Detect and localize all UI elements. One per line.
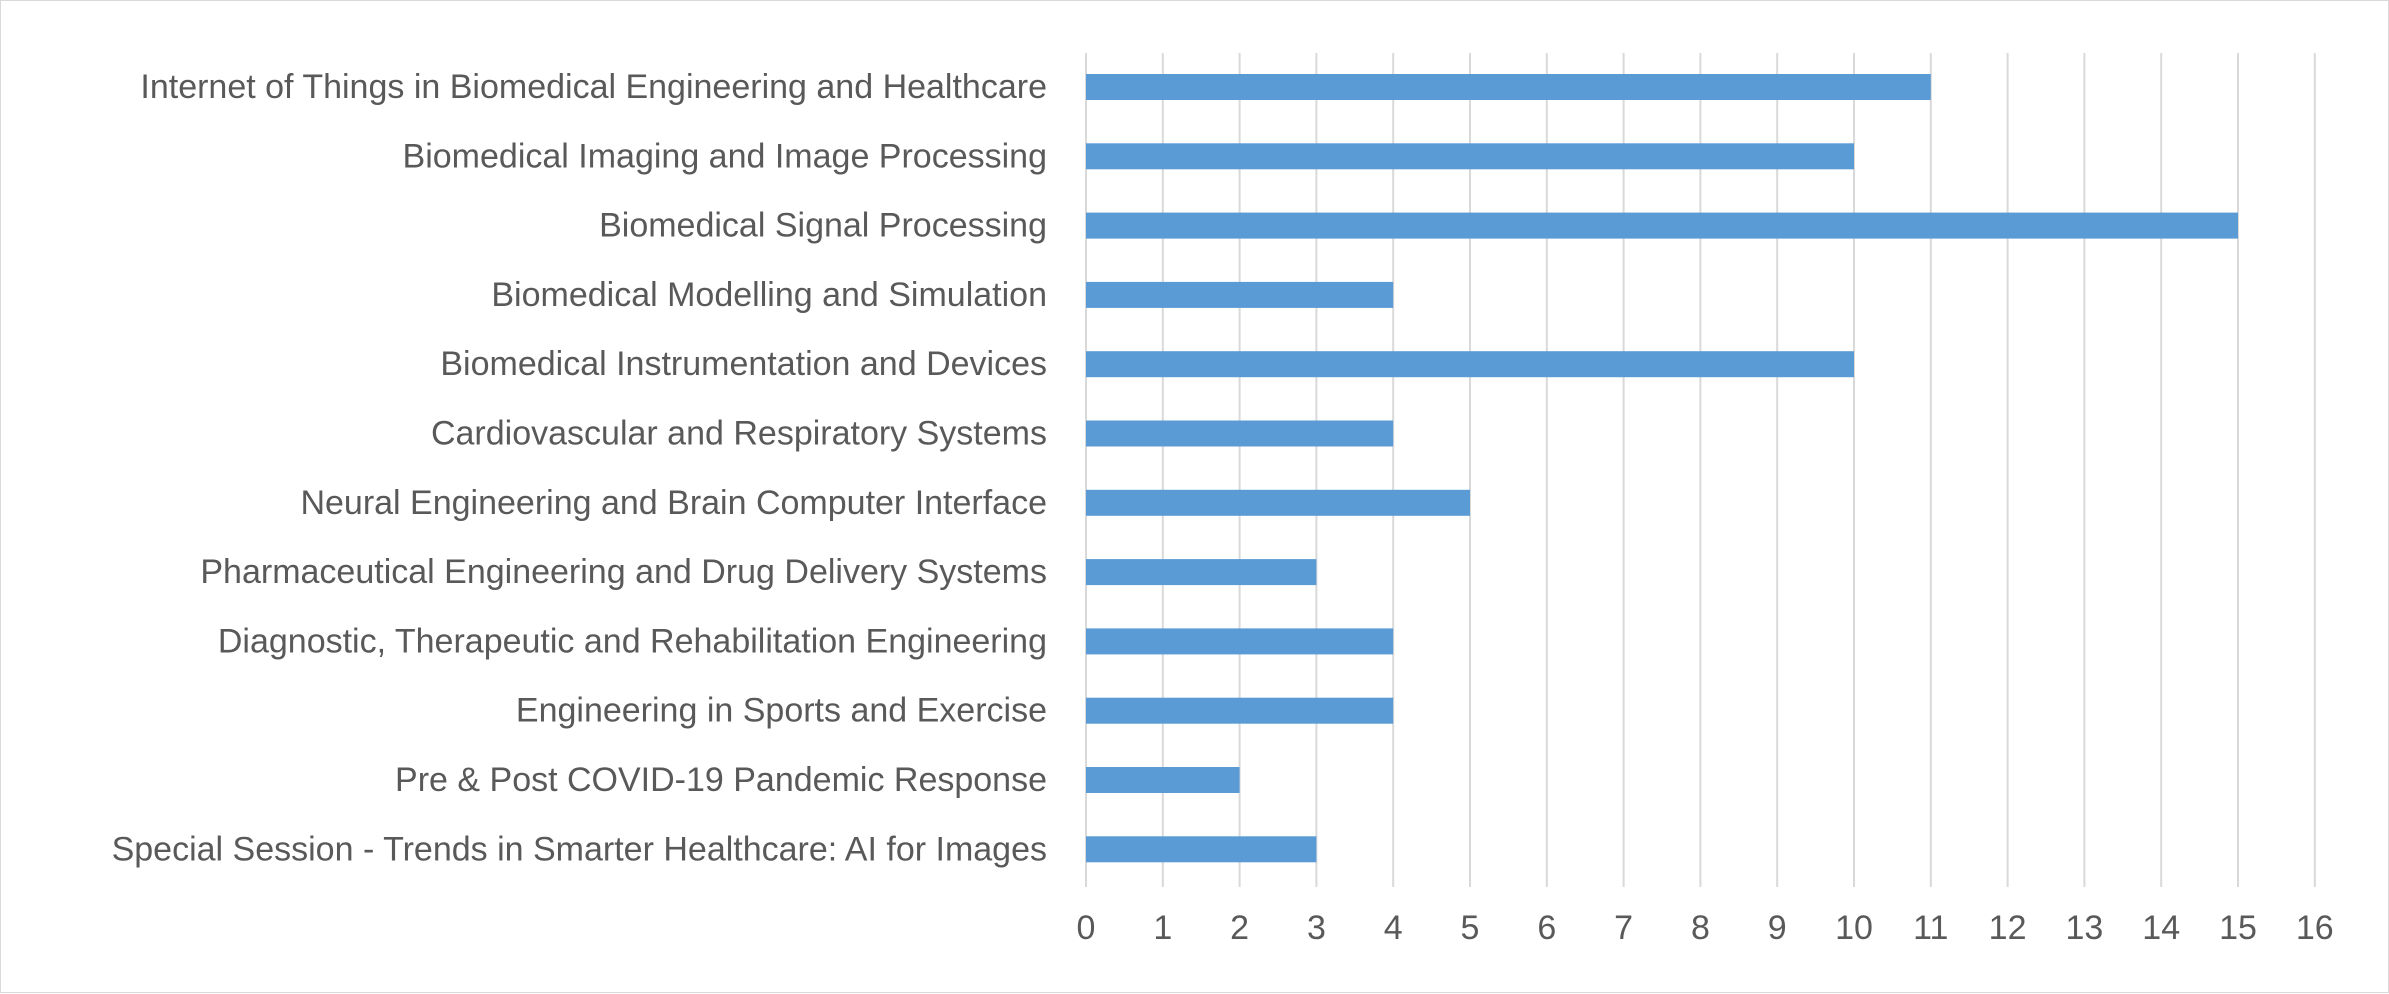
category-label-4: Biomedical Modelling and Simulation bbox=[491, 276, 1047, 314]
bar-3 bbox=[1086, 212, 2238, 239]
bar-6 bbox=[1086, 420, 1394, 447]
category-label-10: Engineering in Sports and Exercise bbox=[516, 692, 1047, 730]
bar-1 bbox=[1086, 74, 1931, 100]
x-tick-label-11: 11 bbox=[1913, 909, 1948, 947]
x-tick-label-8: 8 bbox=[1691, 909, 1710, 947]
category-label-11: Pre & Post COVID-19 Pandemic Response bbox=[395, 761, 1047, 799]
x-tick-label-16: 16 bbox=[2296, 909, 2334, 947]
category-label-3: Biomedical Signal Processing bbox=[599, 207, 1047, 245]
x-tick-label-7: 7 bbox=[1614, 909, 1633, 947]
x-tick-label-1: 1 bbox=[1153, 909, 1172, 947]
category-label-7: Neural Engineering and Brain Computer In… bbox=[300, 484, 1047, 522]
bar-8 bbox=[1086, 559, 1317, 586]
category-label-5: Biomedical Instrumentation and Devices bbox=[440, 345, 1047, 383]
bar-2 bbox=[1086, 143, 1854, 170]
category-label-9: Diagnostic, Therapeutic and Rehabilitati… bbox=[218, 622, 1047, 660]
bar-5 bbox=[1086, 351, 1854, 378]
x-tick-label-0: 0 bbox=[1077, 909, 1096, 947]
x-tick-label-15: 15 bbox=[2219, 909, 2257, 947]
bar-9 bbox=[1086, 628, 1394, 655]
bar-11 bbox=[1086, 767, 1240, 793]
category-label-1: Internet of Things in Biomedical Enginee… bbox=[140, 68, 1047, 106]
bar-4 bbox=[1086, 281, 1394, 308]
category-label-2: Biomedical Imaging and Image Processing bbox=[403, 137, 1047, 175]
category-label-8: Pharmaceutical Engineering and Drug Deli… bbox=[200, 553, 1047, 591]
bar-12 bbox=[1086, 836, 1317, 863]
category-label-6: Cardiovascular and Respiratory Systems bbox=[431, 415, 1047, 453]
x-tick-label-9: 9 bbox=[1768, 909, 1787, 947]
x-tick-label-10: 10 bbox=[1835, 909, 1873, 947]
x-tick-label-6: 6 bbox=[1537, 909, 1556, 947]
gridlines bbox=[1085, 53, 2316, 887]
x-axis-tick-labels: 0 1 2 3 4 5 6 7 8 9 10 11 12 13 14 15 16 bbox=[1077, 909, 2334, 947]
x-tick-label-2: 2 bbox=[1230, 909, 1249, 947]
x-tick-label-13: 13 bbox=[2065, 909, 2103, 947]
category-label-12: Special Session - Trends in Smarter Heal… bbox=[112, 830, 1047, 868]
x-tick-label-4: 4 bbox=[1384, 909, 1403, 947]
x-tick-label-5: 5 bbox=[1461, 909, 1480, 947]
category-labels: Internet of Things in Biomedical Enginee… bbox=[112, 68, 1047, 868]
bar-7 bbox=[1086, 489, 1470, 516]
x-tick-label-14: 14 bbox=[2142, 909, 2180, 947]
bar-10 bbox=[1086, 697, 1394, 724]
x-tick-label-3: 3 bbox=[1307, 909, 1326, 947]
x-tick-label-12: 12 bbox=[1989, 909, 2027, 947]
bars bbox=[1086, 74, 2238, 863]
